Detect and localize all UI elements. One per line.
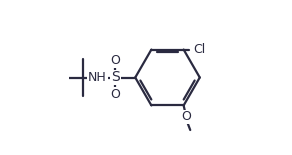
- Text: O: O: [181, 111, 191, 123]
- Text: NH: NH: [88, 71, 107, 84]
- Text: O: O: [110, 88, 120, 101]
- Text: Cl: Cl: [193, 43, 205, 56]
- Text: O: O: [110, 54, 120, 67]
- Text: S: S: [111, 71, 120, 84]
